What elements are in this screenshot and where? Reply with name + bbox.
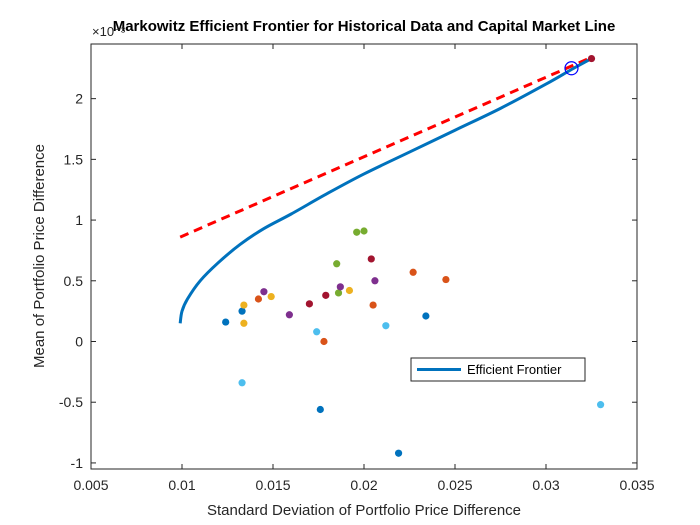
- asset-point: [238, 379, 246, 387]
- asset-point: [238, 307, 246, 315]
- x-tick-label: 0.035: [619, 477, 654, 493]
- y-axis-ticks: -1 -0.5 0 0.5 1 1.5 2: [59, 91, 637, 471]
- y-tick-label: -1: [71, 455, 84, 471]
- asset-point: [260, 288, 268, 296]
- chart-title: Markowitz Efficient Frontier for Histori…: [113, 18, 616, 35]
- axes-box: [90, 43, 638, 470]
- asset-points: [222, 54, 605, 457]
- asset-point: [369, 301, 377, 309]
- legend: Efficient Frontier: [410, 357, 586, 382]
- asset-point: [360, 227, 368, 235]
- asset-point: [367, 255, 375, 263]
- legend-label-efficient-frontier: Efficient Frontier: [467, 362, 562, 377]
- x-tick-label: 0.005: [73, 477, 108, 493]
- asset-point: [345, 286, 354, 295]
- asset-point: [320, 337, 328, 346]
- plot-area: ×10⁻³ 0.005 0.01 0.015 0.02 0.025 0.03 0.035 -…: [59, 24, 655, 493]
- x-tick-label: 0.015: [255, 477, 290, 493]
- y-tick-label: 0: [75, 334, 83, 350]
- tangency-point: [564, 61, 579, 76]
- asset-point: [240, 319, 248, 327]
- efficient-frontier-curve: [178, 57, 593, 324]
- asset-point: [587, 54, 596, 63]
- asset-point: [285, 311, 293, 319]
- asset-point: [254, 295, 263, 303]
- y-tick-label: 0.5: [64, 273, 84, 289]
- x-axis-ticks: 0.005 0.01 0.015 0.02 0.025 0.03 0.035: [73, 44, 655, 493]
- y-tick-label: 2: [75, 91, 83, 107]
- legend-box: [410, 357, 586, 382]
- asset-point: [336, 283, 344, 291]
- y-axis-label: Mean of Portfolio Price Difference: [31, 144, 48, 368]
- efficient-frontier: [178, 57, 593, 324]
- asset-point: [382, 322, 390, 330]
- asset-point: [222, 318, 230, 326]
- asset-point: [322, 291, 330, 299]
- x-tick-label: 0.02: [350, 477, 377, 493]
- asset-point: [305, 300, 313, 308]
- asset-point: [422, 312, 430, 320]
- asset-point: [353, 228, 361, 236]
- asset-point: [240, 301, 248, 309]
- asset-point: [313, 328, 321, 336]
- x-tick-label: 0.025: [437, 477, 472, 493]
- x-tick-label: 0.03: [532, 477, 559, 493]
- y-tick-label: 1.5: [64, 151, 84, 167]
- x-tick-label: 0.01: [168, 477, 195, 493]
- asset-point: [597, 401, 605, 409]
- x-axis-label: Standard Deviation of Portfolio Price Di…: [207, 502, 521, 519]
- asset-point: [334, 289, 343, 297]
- y-tick-label: 1: [75, 212, 83, 228]
- tangency-marker: [564, 61, 579, 76]
- asset-point: [371, 277, 379, 285]
- asset-point: [267, 292, 275, 301]
- asset-point: [333, 260, 341, 268]
- asset-point: [409, 268, 417, 276]
- asset-point: [442, 275, 450, 284]
- asset-point: [316, 405, 324, 414]
- asset-point: [394, 449, 403, 457]
- y-tick-label: -0.5: [59, 394, 83, 410]
- y-exponent-label: ×10⁻³: [92, 24, 126, 39]
